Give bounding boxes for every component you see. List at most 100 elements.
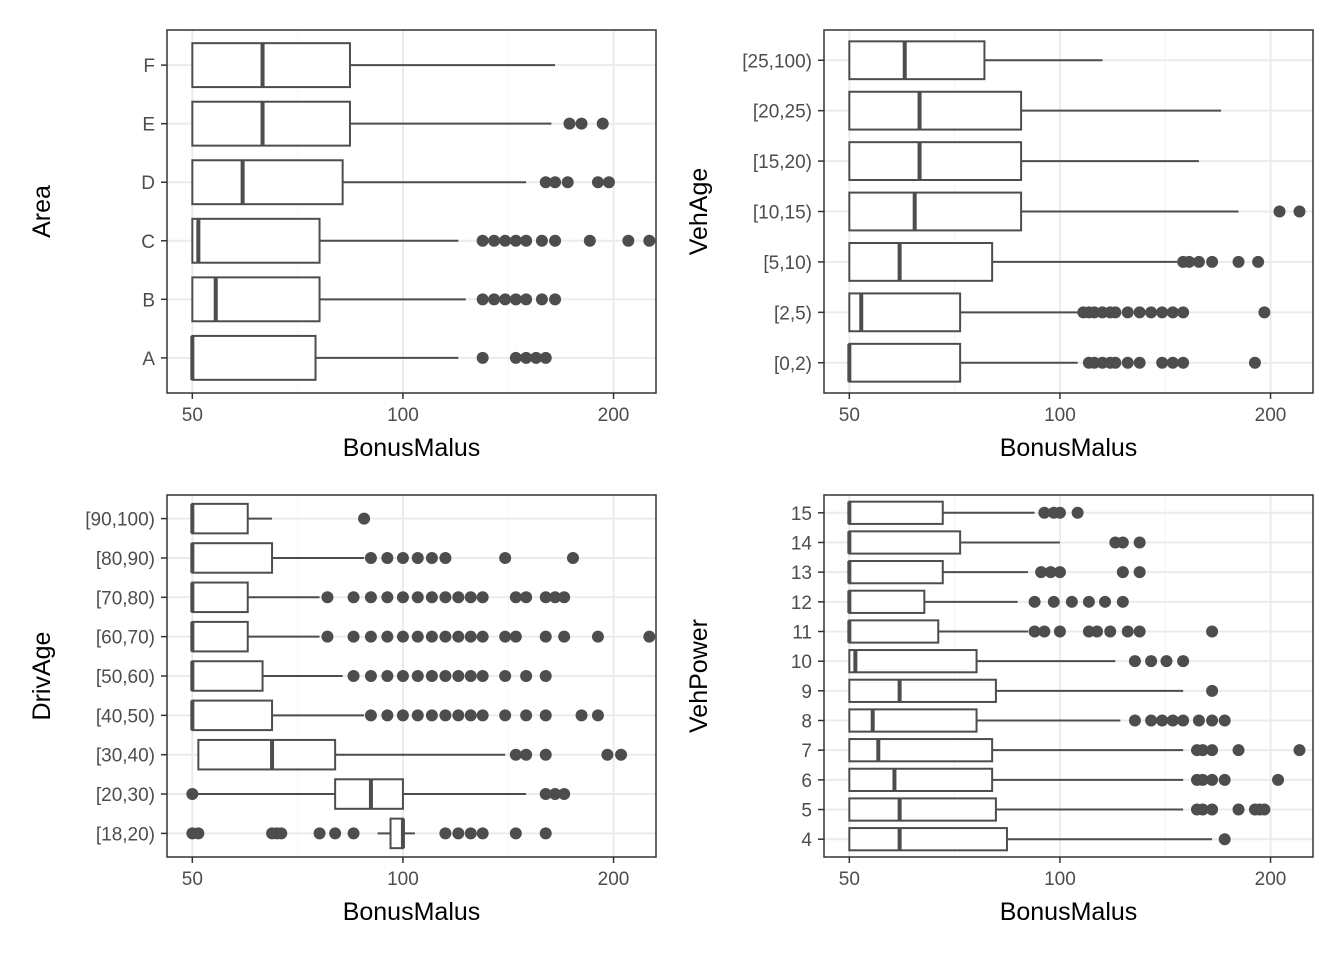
outlier-point bbox=[1038, 625, 1051, 638]
x-tick-label: 200 bbox=[598, 869, 630, 890]
outlier-point bbox=[1053, 625, 1066, 638]
outlier-point bbox=[1028, 625, 1041, 638]
box-iqr bbox=[848, 90, 1023, 131]
box-15 bbox=[847, 500, 1084, 525]
outlier-point bbox=[411, 630, 424, 643]
outlier-point bbox=[539, 748, 552, 761]
outlier-point bbox=[1192, 714, 1205, 727]
y-tick-label: 15 bbox=[791, 504, 812, 525]
outlier-point bbox=[520, 709, 533, 722]
outlier-point bbox=[549, 176, 562, 189]
outlier-point bbox=[1109, 356, 1122, 369]
box-iqr bbox=[191, 334, 317, 381]
outlier-point bbox=[1156, 714, 1169, 727]
outlier-point bbox=[476, 293, 489, 306]
y-tick-label: [90,100) bbox=[85, 510, 155, 531]
outlier-point bbox=[347, 591, 360, 604]
outlier-point bbox=[622, 234, 635, 247]
outlier-point bbox=[499, 670, 512, 682]
box-[15,20) bbox=[848, 141, 1199, 181]
outlier-point bbox=[1156, 306, 1169, 319]
outlier-point bbox=[509, 827, 522, 840]
y-tick-label: F bbox=[143, 56, 155, 77]
outlier-point bbox=[396, 709, 409, 722]
outlier-point bbox=[1145, 714, 1158, 727]
outlier-point bbox=[1177, 714, 1190, 727]
outlier-point bbox=[549, 234, 562, 247]
box-7 bbox=[848, 738, 1306, 763]
panel-area: 50 100 200 A B C D E F BonusMalus Area bbox=[28, 29, 657, 462]
x-tick-label: 100 bbox=[387, 869, 419, 890]
outlier-point bbox=[1218, 773, 1231, 786]
panel-vehpower: 50 100 200 4 5 6 7 8 9 10 11 12 13 14 15 BonusMalus VehP… bbox=[685, 494, 1314, 926]
y-tick-label: E bbox=[142, 115, 155, 136]
box-iqr bbox=[191, 276, 321, 323]
outlier-point bbox=[558, 788, 571, 801]
outlier-point bbox=[591, 630, 604, 643]
outlier-point bbox=[643, 234, 656, 247]
outlier-point bbox=[1196, 803, 1209, 816]
box-iqr bbox=[848, 242, 994, 282]
y-tick-label: [18,20) bbox=[96, 824, 155, 845]
box-A bbox=[190, 334, 552, 381]
outlier-point bbox=[452, 630, 465, 643]
outlier-point bbox=[1166, 306, 1179, 319]
outlier-point bbox=[1258, 306, 1271, 319]
outlier-point bbox=[439, 709, 452, 722]
box-11 bbox=[847, 619, 1219, 644]
y-tick-label: [0,2) bbox=[774, 354, 812, 375]
outlier-point bbox=[549, 788, 562, 801]
outlier-point bbox=[313, 827, 326, 840]
outlier-point bbox=[509, 748, 522, 761]
outlier-point bbox=[347, 630, 360, 643]
outlier-point bbox=[1248, 356, 1261, 369]
box-iqr bbox=[848, 767, 994, 792]
box-[5,10) bbox=[848, 242, 1265, 282]
outlier-point bbox=[549, 591, 562, 604]
outlier-point bbox=[539, 788, 552, 801]
outlier-point bbox=[321, 591, 334, 604]
outlier-point bbox=[539, 709, 552, 722]
x-tick-label: 100 bbox=[1044, 869, 1076, 890]
panel-background bbox=[167, 30, 656, 393]
outlier-point bbox=[1232, 803, 1245, 816]
y-tick-label: 10 bbox=[791, 652, 812, 673]
outlier-point bbox=[1293, 205, 1306, 218]
y-tick-label: 11 bbox=[792, 622, 812, 643]
outlier-point bbox=[535, 234, 548, 247]
panel-border bbox=[823, 494, 1314, 858]
box-[70,80) bbox=[190, 581, 571, 614]
outlier-point bbox=[464, 670, 477, 682]
panel-drivage: 50 100 200 [18,20) [20,30) [30,40) [40,50) [50,… bbox=[28, 494, 657, 926]
box-14 bbox=[847, 530, 1146, 555]
y-tick-label: 14 bbox=[791, 533, 813, 554]
outlier-point bbox=[1121, 356, 1134, 369]
outlier-point bbox=[1252, 255, 1265, 268]
box-iqr bbox=[848, 530, 962, 555]
outlier-point bbox=[476, 591, 489, 604]
x-axis-title: BonusMalus bbox=[343, 898, 481, 926]
outlier-point bbox=[1099, 595, 1112, 608]
outlier-point bbox=[476, 827, 489, 840]
outlier-point bbox=[575, 709, 588, 722]
panel-border bbox=[166, 29, 657, 394]
box-iqr bbox=[191, 699, 274, 732]
outlier-point bbox=[1104, 625, 1117, 638]
box-4 bbox=[848, 827, 1231, 852]
outlier-point bbox=[439, 630, 452, 643]
outlier-point bbox=[509, 591, 522, 604]
outlier-point bbox=[425, 591, 438, 604]
outlier-point bbox=[1133, 356, 1146, 369]
outlier-point bbox=[499, 234, 512, 247]
outlier-point bbox=[520, 748, 533, 761]
box-[2,5) bbox=[848, 292, 1271, 333]
y-tick-label: [30,40) bbox=[96, 746, 155, 767]
outlier-point bbox=[1053, 506, 1066, 519]
outlier-point bbox=[186, 788, 199, 801]
outlier-point bbox=[520, 234, 533, 247]
box-iqr bbox=[848, 191, 1023, 232]
box-[20,30) bbox=[186, 778, 571, 810]
outlier-point bbox=[1145, 306, 1158, 319]
box-iqr bbox=[191, 542, 274, 574]
